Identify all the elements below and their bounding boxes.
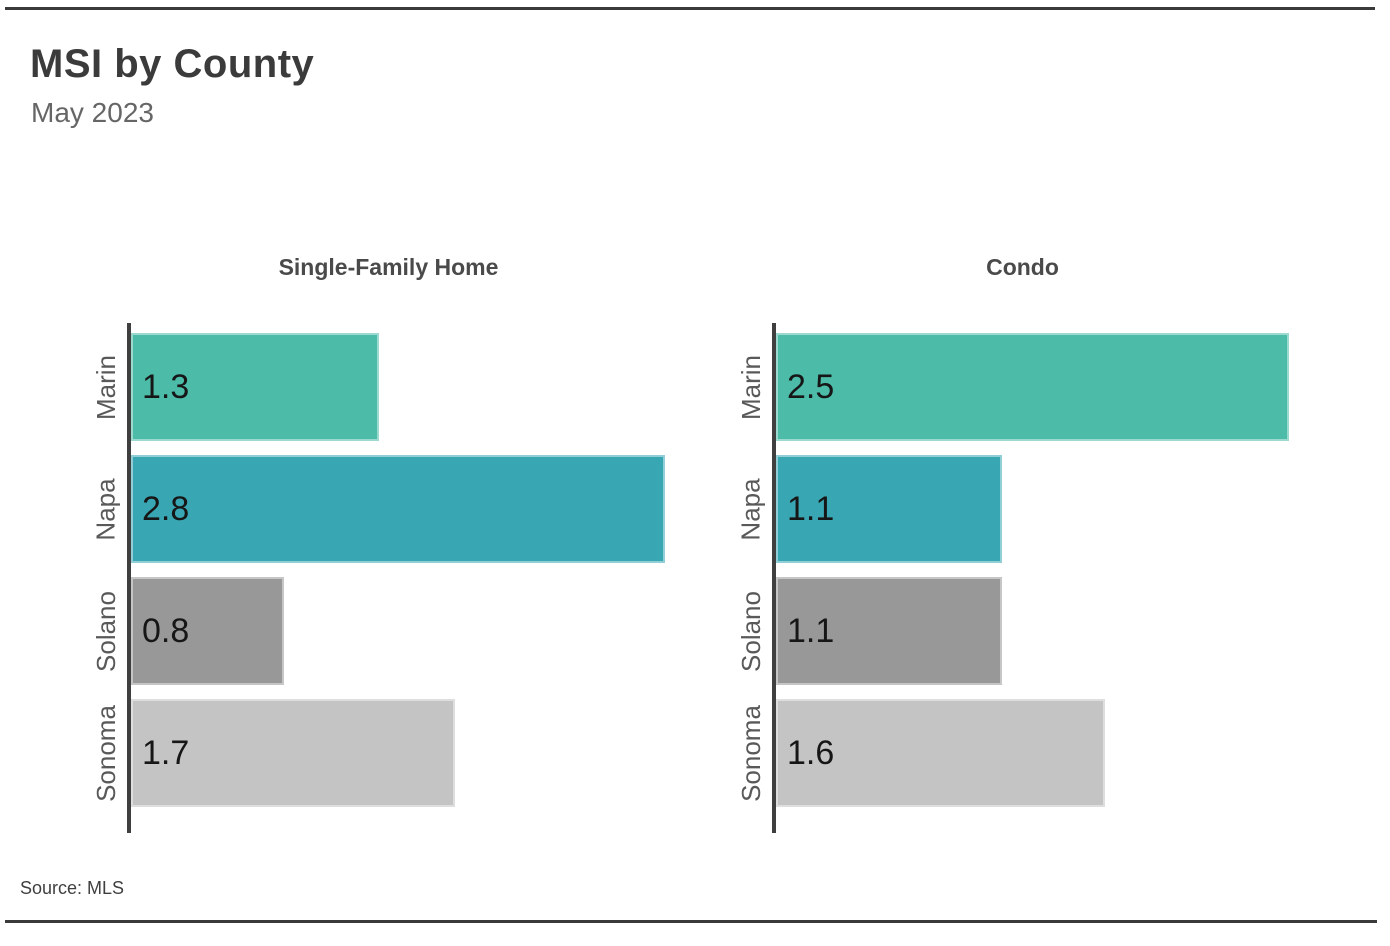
chart-panel-single-family: Single-Family Home Marin Napa Solano Son… (85, 252, 692, 833)
chart-body-condo: Marin Napa Solano Sonoma 2.5 1.1 1.1 (730, 323, 1315, 833)
bar-row: 1.3 (131, 326, 692, 448)
bar-napa: 1.1 (776, 455, 1002, 563)
category-label: Marin (90, 354, 121, 420)
page-title: MSI by County (30, 42, 315, 86)
value-label: 1.6 (787, 733, 835, 772)
page-subtitle: May 2023 (31, 97, 154, 128)
y-axis-line (772, 323, 776, 833)
bar-marin: 2.5 (776, 333, 1290, 441)
bar-solano: 1.1 (776, 577, 1002, 685)
value-label: 2.5 (787, 367, 835, 406)
bottom-rule (5, 920, 1377, 923)
category-label-cell: Sonoma (85, 692, 127, 814)
category-label: Sonoma (90, 704, 121, 802)
category-label: Sonoma (735, 704, 766, 802)
category-label: Solano (735, 590, 766, 672)
category-label-cell: Napa (85, 448, 127, 570)
top-rule (5, 7, 1375, 10)
bar-row: 1.6 (776, 692, 1315, 814)
category-label-cell: Marin (730, 326, 772, 448)
chart-panel-condo: Condo Marin Napa Solano Sonoma 2.5 1.1 (730, 252, 1315, 833)
category-label-cell: Sonoma (730, 692, 772, 814)
bar-row: 2.5 (776, 326, 1315, 448)
bar-solano: 0.8 (131, 577, 284, 685)
value-label: 1.1 (787, 611, 835, 650)
bar-row: 2.8 (131, 448, 692, 570)
category-label-cell: Solano (730, 570, 772, 692)
bar-row: 1.7 (131, 692, 692, 814)
bar-sonoma: 1.6 (776, 699, 1105, 807)
bar-sonoma: 1.7 (131, 699, 456, 807)
value-label: 1.1 (787, 489, 835, 528)
bar-row: 1.1 (776, 570, 1315, 692)
category-label: Napa (90, 477, 121, 541)
category-label-cell: Napa (730, 448, 772, 570)
value-label: 0.8 (142, 611, 190, 650)
category-label-cell: Marin (85, 326, 127, 448)
category-label: Solano (90, 590, 121, 672)
category-label-cell: Solano (85, 570, 127, 692)
source-note: Source: MLS (20, 878, 125, 898)
category-label: Napa (735, 477, 766, 541)
chart-body-single-family: Marin Napa Solano Sonoma 1.3 2.8 0.8 (85, 323, 692, 833)
y-axis-line (127, 323, 131, 833)
panel-title-single-family: Single-Family Home (278, 254, 499, 280)
category-axis-labels: Marin Napa Solano Sonoma (730, 326, 772, 833)
panel-title-condo: Condo (986, 254, 1059, 280)
bar-row: 1.1 (776, 448, 1315, 570)
value-label: 2.8 (142, 489, 190, 528)
charts-row: Single-Family Home Marin Napa Solano Son… (85, 252, 1315, 833)
bars-area: 2.5 1.1 1.1 1.6 (776, 326, 1315, 833)
value-label: 1.7 (142, 733, 190, 772)
value-label: 1.3 (142, 367, 190, 406)
bar-marin: 1.3 (131, 333, 379, 441)
category-axis-labels: Marin Napa Solano Sonoma (85, 326, 127, 833)
category-label: Marin (735, 354, 766, 420)
bar-row: 0.8 (131, 570, 692, 692)
bar-napa: 2.8 (131, 455, 666, 563)
bars-area: 1.3 2.8 0.8 1.7 (131, 326, 692, 833)
